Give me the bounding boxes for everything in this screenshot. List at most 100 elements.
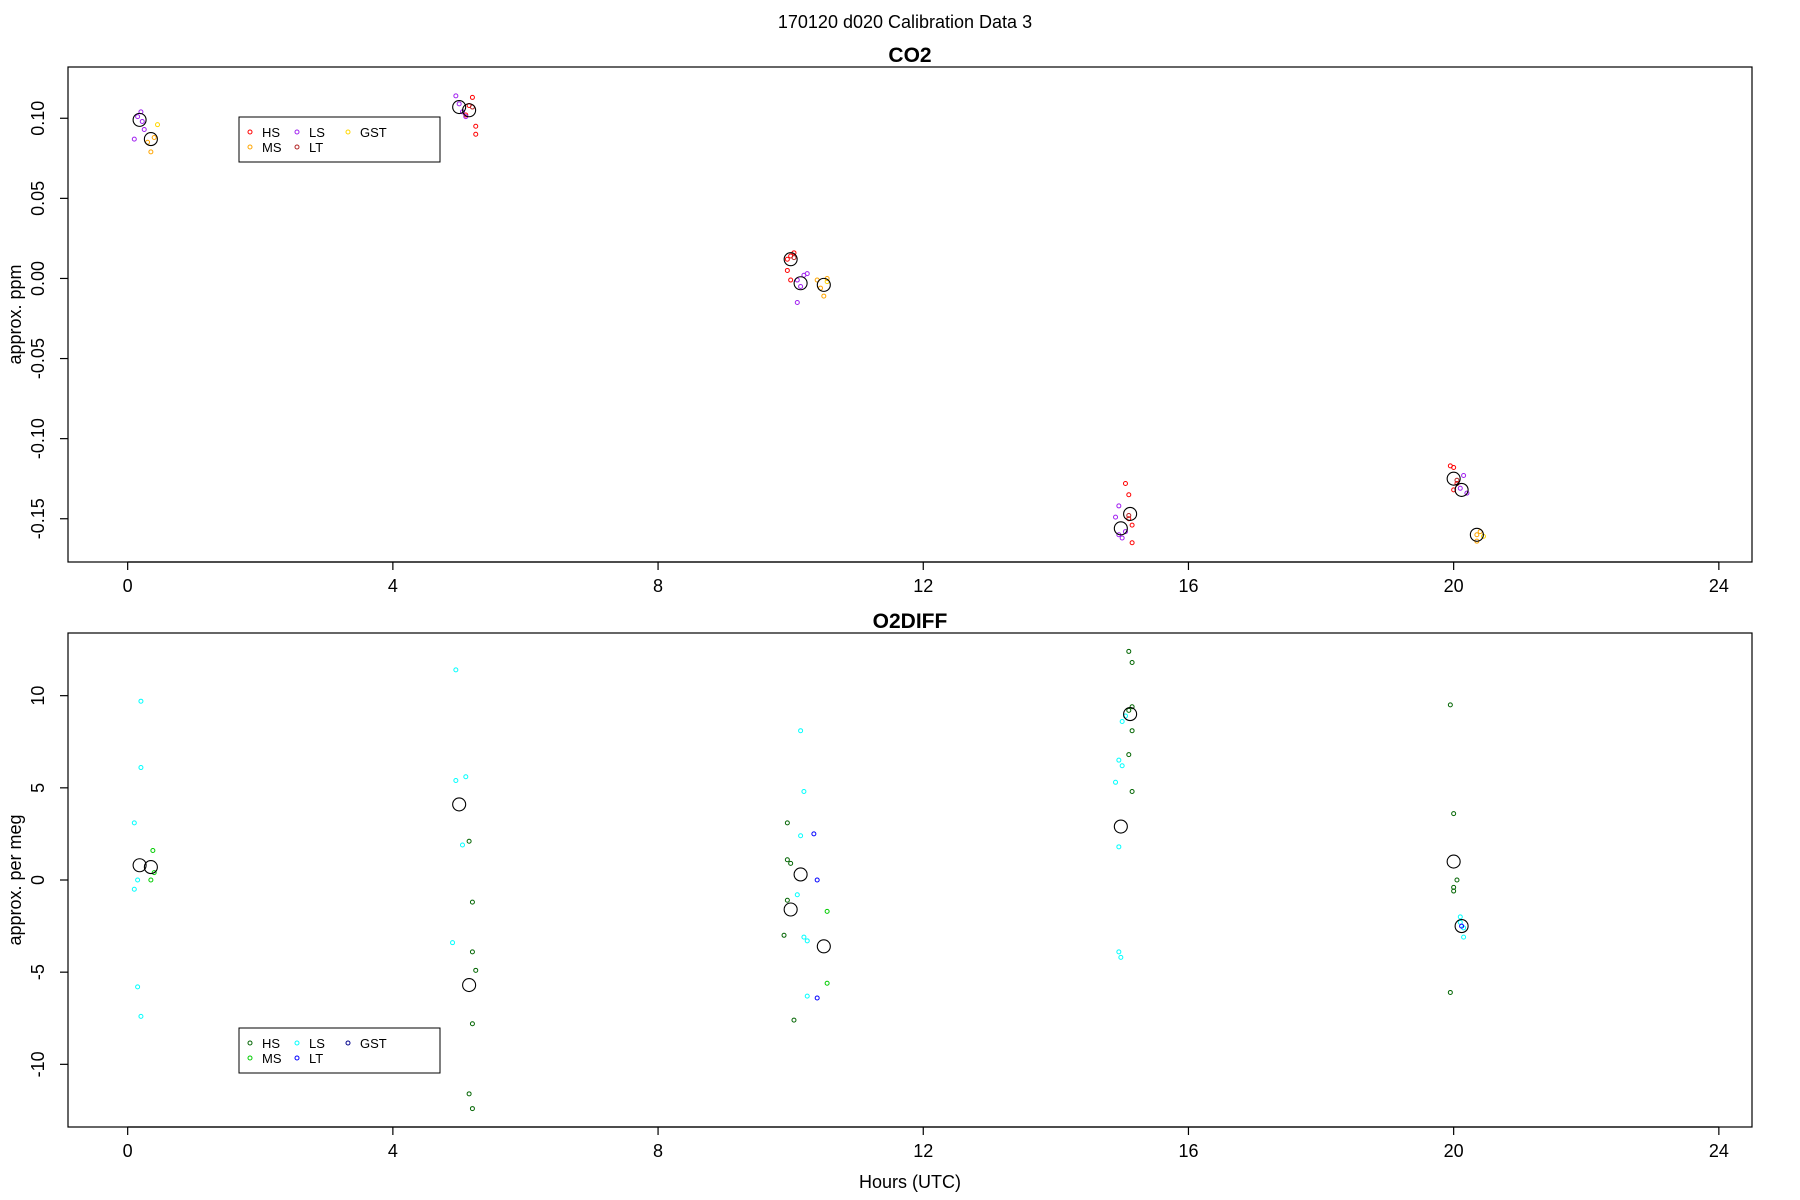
o2diff-y-tick-label: 0 bbox=[28, 875, 48, 885]
o2diff-mean-point bbox=[783, 902, 798, 917]
co2-data-point bbox=[141, 126, 147, 132]
co2-mean-point bbox=[1113, 521, 1128, 536]
o2diff-data-point bbox=[151, 870, 157, 876]
o2diff-data-point bbox=[824, 980, 830, 986]
o2diff-data-point bbox=[784, 897, 790, 903]
co2-legend-marker bbox=[345, 129, 351, 135]
co2-data-point bbox=[151, 134, 157, 140]
o2diff-data-point bbox=[824, 908, 830, 914]
o2diff-mean-point bbox=[816, 939, 831, 954]
co2-mean-point bbox=[1454, 482, 1469, 497]
o2diff-x-tick-label: 12 bbox=[913, 1141, 933, 1161]
o2diff-y-axis-label: approx. per meg bbox=[5, 814, 25, 945]
o2diff-data-point bbox=[798, 833, 804, 839]
o2diff-x-axis: 0 4 8 12 16 20 24 bbox=[123, 1126, 1729, 1161]
co2-data-point bbox=[148, 149, 154, 155]
co2-mean-point bbox=[452, 99, 467, 115]
o2diff-mean-point bbox=[462, 978, 477, 993]
co2-x-tick-label: 12 bbox=[913, 576, 933, 596]
o2diff-data-point bbox=[1459, 923, 1465, 929]
o2diff-x-axis-label: Hours (UTC) bbox=[859, 1172, 961, 1192]
o2diff-data-point bbox=[1447, 702, 1453, 708]
o2diff-data-point bbox=[794, 892, 800, 898]
o2diff-data-point bbox=[1118, 954, 1124, 960]
co2-data-point bbox=[135, 114, 141, 120]
co2-y-tick-label: -0.10 bbox=[28, 418, 48, 459]
co2-data-point bbox=[804, 271, 810, 277]
o2diff-mean-point bbox=[1454, 919, 1469, 934]
o2diff-legend-marker bbox=[247, 1055, 253, 1061]
co2-x-tick-label: 0 bbox=[123, 576, 133, 596]
co2-mean-point bbox=[1469, 527, 1484, 542]
co2-series-ls bbox=[131, 93, 1470, 541]
co2-data-point bbox=[469, 94, 475, 100]
o2diff-data-point bbox=[453, 667, 459, 673]
co2-mean-point bbox=[132, 112, 147, 127]
o2diff-data-point bbox=[1116, 844, 1122, 850]
o2diff-data-point bbox=[1119, 763, 1125, 769]
figure-title: 170120 d020 Calibration Data 3 bbox=[778, 12, 1032, 32]
co2-mean-point bbox=[1123, 506, 1138, 521]
co2-panel: CO2 0 4 8 12 16 20 24 0.10 0.05 0.00 -0.05 -0.10 -0.1… bbox=[5, 44, 1753, 596]
o2diff-data-point bbox=[814, 877, 820, 883]
co2-series-hs bbox=[463, 94, 1460, 546]
o2diff-data-point bbox=[1126, 707, 1132, 713]
o2diff-mean-point bbox=[1113, 819, 1128, 834]
o2diff-legend-label: LS bbox=[309, 1036, 325, 1051]
co2-x-tick-label: 8 bbox=[653, 576, 663, 596]
co2-legend-label: GST bbox=[360, 125, 387, 140]
o2diff-data-point bbox=[811, 831, 817, 837]
co2-data-point bbox=[1464, 490, 1470, 496]
o2diff-data-point bbox=[1461, 934, 1467, 940]
o2diff-data-point bbox=[1129, 704, 1135, 710]
o2diff-data-point bbox=[1447, 989, 1453, 995]
co2-mean-point bbox=[783, 252, 798, 267]
co2-data-point bbox=[1126, 492, 1132, 498]
o2diff-data-point bbox=[784, 857, 790, 863]
o2diff-series-hs bbox=[466, 648, 1460, 1112]
o2diff-series-ls bbox=[131, 667, 1467, 1019]
o2diff-legend-marker bbox=[247, 1040, 253, 1046]
o2diff-data-point bbox=[469, 949, 475, 955]
o2diff-mean-point bbox=[452, 797, 467, 812]
co2-data-point bbox=[788, 277, 794, 283]
co2-mean-point bbox=[793, 276, 808, 291]
co2-data-point bbox=[473, 131, 479, 137]
co2-y-tick-label: 0.00 bbox=[28, 261, 48, 296]
o2diff-legend-label: LT bbox=[309, 1051, 323, 1066]
o2diff-legend-marker bbox=[345, 1040, 351, 1046]
o2diff-data-point bbox=[814, 995, 820, 1001]
o2diff-y-tick-label: 10 bbox=[28, 686, 48, 706]
co2-data-point bbox=[139, 118, 145, 124]
o2diff-data-point bbox=[135, 984, 141, 990]
o2diff-data-point bbox=[1451, 888, 1457, 894]
co2-legend-marker bbox=[247, 144, 253, 150]
o2diff-data-point bbox=[1113, 779, 1119, 785]
co2-data-point bbox=[1129, 540, 1135, 546]
o2diff-data-point bbox=[1126, 752, 1132, 758]
o2diff-data-point bbox=[1454, 877, 1460, 883]
co2-data-point bbox=[473, 123, 479, 129]
co2-data-point bbox=[1474, 532, 1480, 538]
co2-legend-label: MS bbox=[262, 140, 282, 155]
co2-data-point bbox=[791, 255, 797, 261]
o2diff-x-tick-label: 8 bbox=[653, 1141, 663, 1161]
co2-y-tick-label: -0.05 bbox=[28, 338, 48, 379]
co2-legend-label: HS bbox=[262, 125, 280, 140]
co2-legend-label: LS bbox=[309, 125, 325, 140]
co2-series-lt bbox=[469, 104, 1460, 519]
o2diff-panel: O2DIFF 0 4 8 12 16 20 24 Hours (UTC) 10 5 0 -5 -10 app… bbox=[5, 610, 1753, 1192]
o2diff-data-point bbox=[1129, 789, 1135, 795]
co2-y-tick-label: 0.10 bbox=[28, 101, 48, 136]
o2diff-data-point bbox=[469, 1021, 475, 1027]
co2-data-point bbox=[784, 267, 790, 273]
o2diff-legend-marker bbox=[294, 1040, 300, 1046]
co2-legend-marker bbox=[294, 144, 300, 150]
o2diff-data-point bbox=[453, 777, 459, 783]
o2diff-legend-label: HS bbox=[262, 1036, 280, 1051]
o2diff-y-tick-label: -10 bbox=[28, 1051, 48, 1077]
co2-legend-marker bbox=[294, 129, 300, 135]
